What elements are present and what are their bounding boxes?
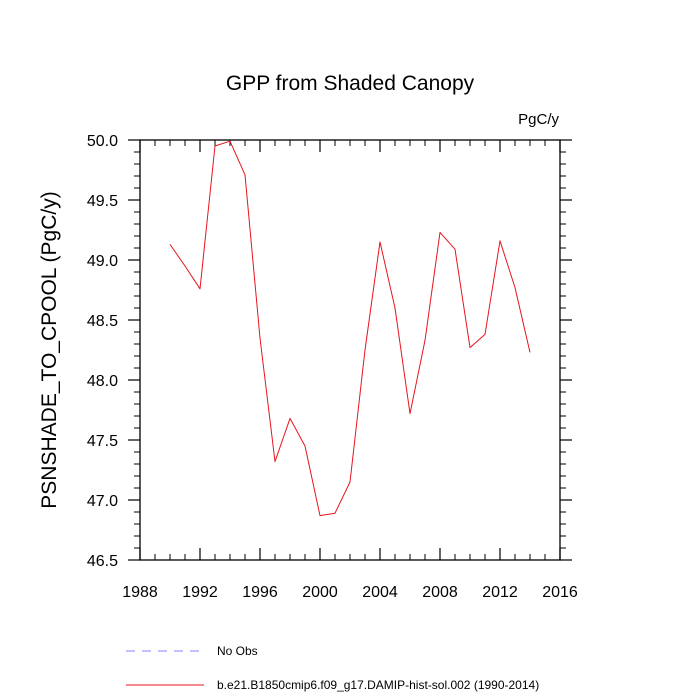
legend-label-no-obs: No Obs <box>217 644 258 658</box>
y-tick-label: 47.5 <box>87 433 118 450</box>
y-tick-label: 49.5 <box>87 193 118 210</box>
x-tick-label: 1988 <box>122 584 158 601</box>
y-tick-label: 47.0 <box>87 493 118 510</box>
x-tick-label: 2016 <box>542 584 578 601</box>
y-tick-label: 48.5 <box>87 313 118 330</box>
x-tick-label: 1996 <box>242 584 278 601</box>
y-tick-label: 49.0 <box>87 253 118 270</box>
chart-title: GPP from Shaded Canopy <box>226 72 475 95</box>
y-tick-label: 48.0 <box>87 373 118 390</box>
legend: No Obs b.e21.B1850cmip6.f09_g17.DAMIP-hi… <box>126 644 539 692</box>
y-axis-label: PSNSHADE_TO_CPOOL (PgC/y) <box>38 191 61 508</box>
x-tick-label: 2008 <box>422 584 458 601</box>
units-label: PgC/y <box>518 111 559 128</box>
x-tick-label: 1992 <box>182 584 218 601</box>
x-tick-label: 2000 <box>302 584 338 601</box>
y-tick-label: 46.5 <box>87 553 118 570</box>
series-layer <box>169 140 531 517</box>
plot-frame <box>139 139 561 561</box>
x-tick-label: 2012 <box>482 584 518 601</box>
axis-ticks: 1988 1992 1996 2000 2004 2008 2012 2016 46.5 47.0… <box>87 133 578 601</box>
y-tick-label: 50.0 <box>87 133 118 150</box>
legend-label-series: b.e21.B1850cmip6.f09_g17.DAMIP-hist-sol.… <box>217 678 539 692</box>
series-line-0 <box>169 140 531 517</box>
x-tick-label: 2004 <box>362 584 398 601</box>
